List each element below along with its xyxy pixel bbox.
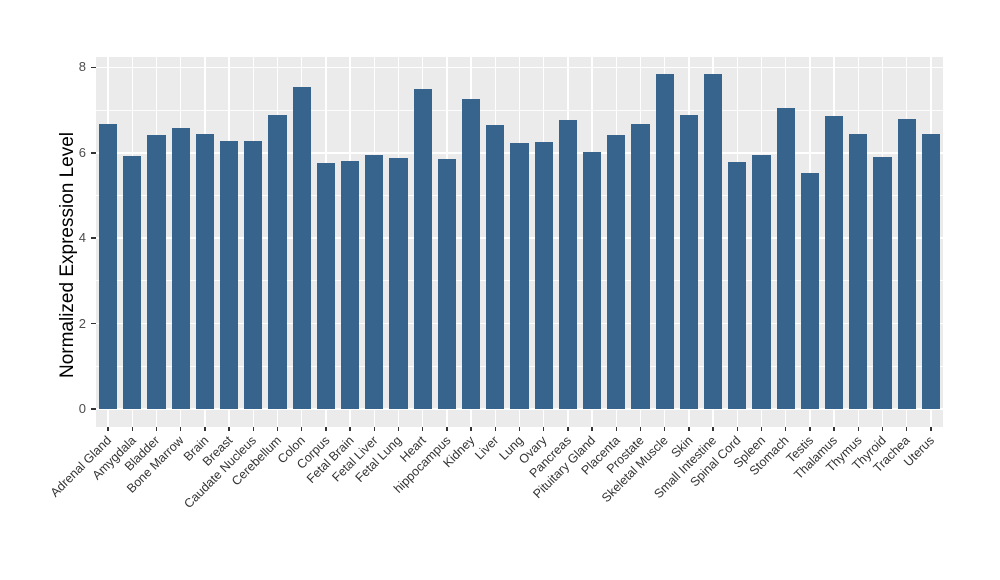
- bar: [873, 157, 892, 409]
- x-tick-mark: [276, 427, 279, 431]
- x-tick-mark: [470, 427, 472, 431]
- bar: [292, 87, 311, 409]
- x-tick-mark: [325, 427, 327, 431]
- x-tick-mark: [131, 427, 134, 431]
- x-tick-mark: [688, 427, 690, 431]
- x-tick-mark: [809, 427, 811, 431]
- bar: [921, 133, 941, 409]
- y-tick-label: 8: [78, 59, 86, 75]
- x-tick-mark: [639, 427, 642, 431]
- bar: [340, 161, 360, 409]
- y-tick-mark: [91, 66, 96, 69]
- y-axis-title: Normalized Expression Level: [57, 131, 78, 379]
- x-tick-mark: [857, 427, 860, 431]
- bar: [171, 128, 190, 409]
- bar: [268, 114, 287, 409]
- x-tick-mark: [349, 427, 351, 431]
- x-tick-mark: [591, 427, 593, 431]
- x-tick-mark: [446, 427, 448, 431]
- bar: [824, 116, 844, 409]
- x-tick-mark: [760, 427, 763, 431]
- bar: [365, 155, 384, 409]
- y-tick-mark: [91, 237, 96, 239]
- x-tick-mark: [542, 427, 545, 431]
- x-tick-mark: [905, 427, 908, 431]
- bar: [219, 141, 239, 409]
- bar: [486, 125, 505, 409]
- bar: [147, 135, 166, 409]
- x-tick-mark: [252, 427, 255, 431]
- x-tick-mark: [373, 427, 376, 431]
- bar: [461, 98, 481, 409]
- bar: [631, 123, 650, 409]
- x-tick-mark: [567, 427, 569, 431]
- bar: [655, 73, 674, 409]
- x-tick-mark: [615, 427, 618, 431]
- x-tick-mark: [494, 427, 497, 431]
- bar: [897, 119, 916, 409]
- bar: [558, 119, 578, 409]
- bar: [607, 135, 626, 409]
- y-tick-label: 4: [78, 230, 86, 246]
- bar: [413, 89, 432, 409]
- x-tick-mark: [663, 427, 666, 431]
- bar: [703, 73, 723, 409]
- bar: [849, 133, 868, 409]
- bar: [244, 141, 263, 409]
- x-tick-mark: [784, 427, 787, 431]
- y-tick-mark: [91, 408, 96, 410]
- x-tick-mark: [421, 427, 424, 431]
- x-tick-mark: [712, 427, 714, 431]
- x-tick-mark: [179, 427, 182, 431]
- y-tick-label: 6: [78, 144, 86, 160]
- y-tick-mark: [91, 152, 96, 154]
- x-tick-mark: [833, 427, 835, 431]
- bar: [437, 159, 457, 409]
- x-tick-mark: [881, 427, 884, 431]
- x-tick-mark: [107, 427, 109, 431]
- x-tick-mark: [300, 427, 303, 431]
- bar: [728, 162, 747, 409]
- bar: [679, 114, 699, 409]
- bar: [534, 141, 553, 409]
- bar: [776, 107, 795, 409]
- x-tick-mark: [155, 427, 158, 431]
- x-tick-mark: [518, 427, 521, 431]
- y-tick-mark: [91, 322, 96, 325]
- y-tick-label: 0: [78, 401, 86, 416]
- y-tick-label: 2: [78, 315, 86, 331]
- bar: [752, 154, 771, 409]
- bar: [316, 163, 336, 409]
- x-tick-mark: [204, 427, 206, 431]
- bar: [389, 157, 408, 409]
- x-tick-mark: [736, 427, 739, 431]
- bar: [510, 142, 529, 409]
- bar: [195, 133, 215, 409]
- x-tick-mark: [228, 427, 230, 431]
- bar: [123, 156, 142, 409]
- x-tick-mark: [397, 427, 400, 431]
- bar: [582, 151, 602, 409]
- x-tick-mark: [930, 427, 932, 431]
- x-tick-label: Liver: [472, 433, 502, 463]
- bar: [800, 173, 820, 409]
- bar: [98, 123, 118, 409]
